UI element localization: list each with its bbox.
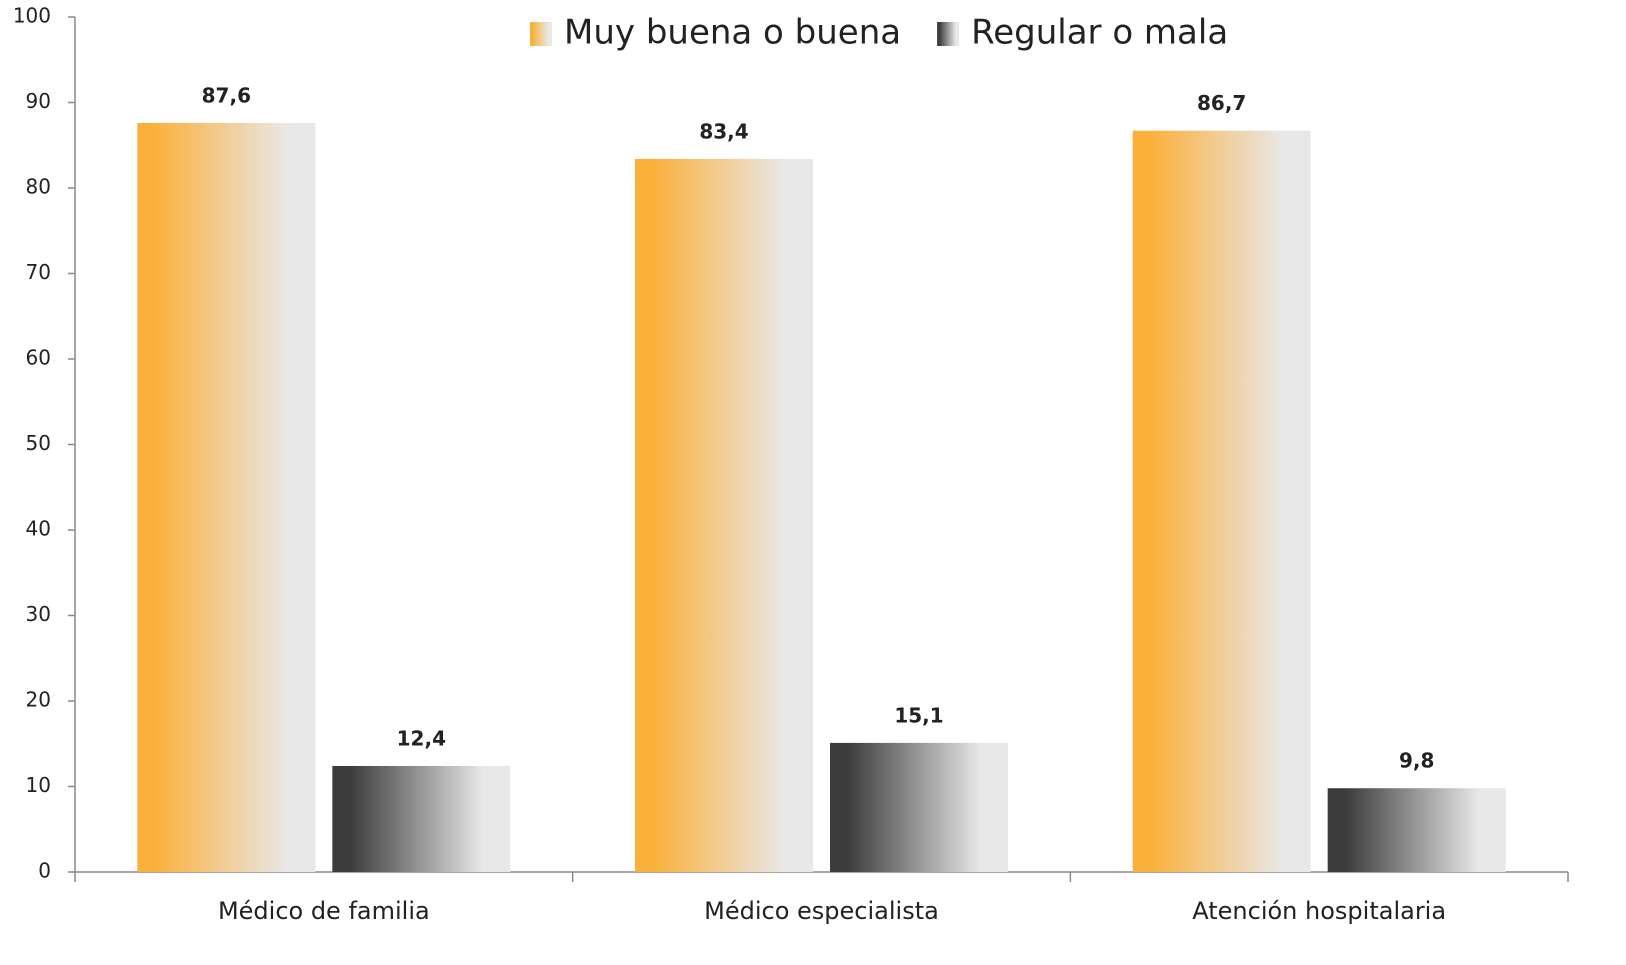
x-tick-label: Médico especialista (704, 897, 939, 925)
bar (635, 158, 813, 872)
value-label: 83,4 (699, 119, 748, 143)
y-tick-label: 60 (26, 346, 51, 370)
y-tick-label: 70 (26, 260, 51, 284)
value-label: 12,4 (397, 726, 446, 750)
legend-label: Regular o mala (971, 13, 1228, 53)
legend-swatch (530, 22, 552, 46)
y-tick-label: 20 (26, 688, 51, 712)
bar (830, 742, 1008, 872)
bar (332, 765, 511, 872)
value-label: 86,7 (1197, 91, 1246, 115)
legend-swatch (937, 22, 960, 46)
y-tick-label: 90 (26, 89, 51, 113)
y-tick-label: 0 (38, 859, 51, 883)
y-tick-label: 30 (26, 602, 51, 626)
y-tick-label: 50 (26, 431, 51, 455)
value-label: 15,1 (894, 703, 943, 727)
x-tick-label: Médico de familia (218, 897, 430, 925)
y-tick-label: 10 (26, 773, 51, 797)
bar (1132, 130, 1311, 873)
y-tick-label: 40 (26, 517, 51, 541)
y-tick-label: 100 (13, 4, 51, 28)
value-label: 87,6 (202, 84, 251, 108)
value-label: 9,8 (1399, 749, 1434, 773)
y-tick-label: 80 (26, 175, 51, 199)
legend-label: Muy buena o buena (564, 13, 901, 53)
x-tick-label: Atención hospitalaria (1192, 897, 1446, 925)
bar (137, 123, 316, 872)
bar (1327, 788, 1506, 872)
